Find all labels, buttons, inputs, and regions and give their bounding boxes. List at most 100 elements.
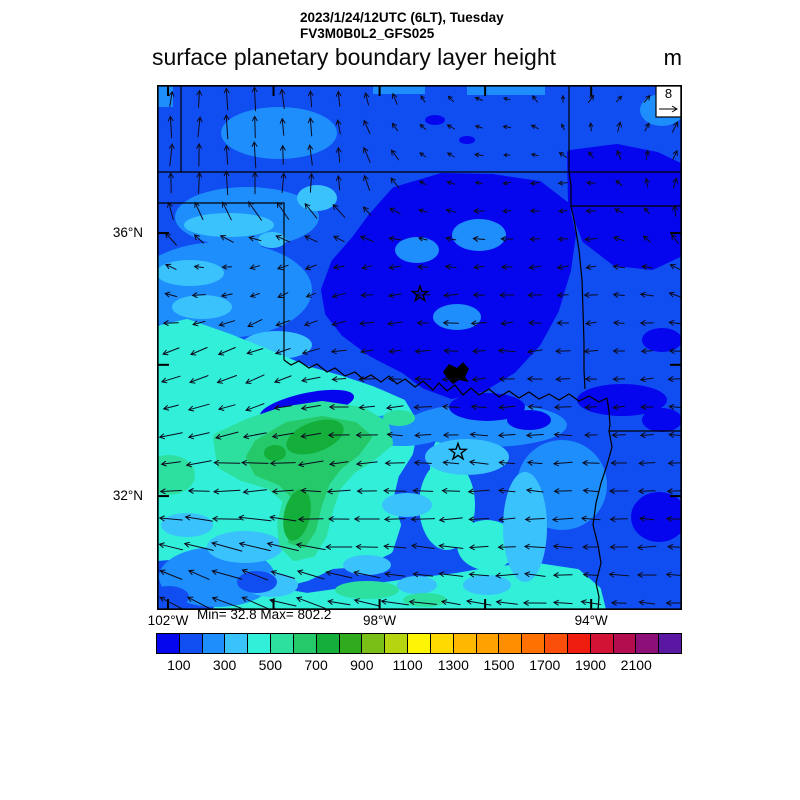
colorbar-segment	[179, 634, 203, 653]
wind-vector-icon	[584, 432, 598, 438]
wind-vector-icon	[335, 90, 342, 107]
map-canvas: 8	[156, 84, 683, 611]
wind-vector-icon	[300, 376, 321, 383]
wind-vector-icon	[304, 264, 317, 271]
wind-vector-icon	[639, 376, 654, 383]
wind-vector-icon	[557, 236, 569, 242]
wind-vector-icon	[380, 598, 409, 606]
reference-arrow-icon	[659, 105, 678, 113]
wind-vector-icon	[187, 569, 210, 580]
wind-vector-icon	[588, 151, 594, 159]
wind-vector-icon	[419, 152, 427, 158]
wind-vector-icon	[495, 599, 518, 606]
wind-vector-icon	[583, 292, 598, 298]
wind-vector-icon	[247, 319, 263, 328]
wind-vector-icon	[327, 516, 350, 522]
wind-vector-icon	[358, 376, 376, 382]
wind-vector-icon	[608, 488, 629, 494]
wind-vector-icon	[167, 115, 174, 139]
wind-vector-icon	[362, 146, 371, 163]
wind-vector-icon	[446, 180, 456, 186]
colorbar-tick-label: 500	[258, 657, 283, 673]
lat-axis-label: 32°N	[112, 488, 143, 504]
wind-vector-icon	[308, 172, 315, 193]
wind-vector-icon	[584, 320, 597, 326]
wind-vector-icon	[671, 233, 679, 244]
wind-vector-icon	[531, 95, 538, 103]
wind-vector-icon	[274, 348, 291, 355]
wind-vector-icon	[221, 264, 232, 270]
wind-vector-icon	[332, 203, 346, 218]
wind-vector-icon	[384, 460, 405, 466]
wind-vector-icon	[494, 572, 519, 579]
wind-vector-icon	[241, 568, 269, 581]
wind-vector-icon	[383, 516, 406, 523]
wind-vector-icon	[164, 263, 177, 270]
chart-title: surface planetary boundary layer height	[152, 44, 557, 70]
wind-vector-icon	[296, 569, 325, 580]
wind-vector-icon	[580, 515, 601, 522]
wind-vector-icon	[524, 516, 545, 523]
wind-vector-icon	[335, 119, 342, 135]
wind-vector-icon	[193, 264, 204, 270]
wind-vector-icon	[498, 459, 516, 466]
wind-vector-icon	[523, 543, 546, 550]
wind-vector-icon	[642, 235, 651, 243]
wind-vector-icon	[644, 122, 650, 132]
wind-vector-icon	[582, 571, 599, 578]
wind-vector-icon	[499, 292, 515, 298]
wind-vector-icon	[414, 376, 432, 382]
wind-vector-icon	[275, 320, 291, 327]
wind-vector-icon	[218, 320, 236, 327]
wind-vector-icon	[561, 94, 565, 103]
wind-vector-icon	[331, 376, 347, 383]
wind-vector-icon	[388, 235, 402, 242]
wind-vector-icon	[639, 320, 654, 326]
wind-vector-icon	[158, 515, 183, 522]
colorbar-segment	[499, 634, 523, 653]
station-star-icon	[410, 283, 430, 303]
wind-vector-icon	[327, 432, 350, 438]
wind-vector-icon	[447, 95, 455, 103]
wind-vector-icon	[384, 571, 406, 578]
wind-vector-icon	[387, 292, 402, 299]
wind-vector-icon	[189, 375, 209, 384]
wind-vector-icon	[167, 201, 174, 220]
wind-vector-icon	[500, 236, 514, 242]
wind-vector-icon	[325, 570, 353, 579]
wind-vector-icon	[304, 235, 318, 243]
wind-vector-icon	[220, 292, 233, 299]
wind-vector-icon	[162, 404, 179, 411]
wind-vector-icon	[441, 376, 460, 383]
wind-vector-icon	[470, 320, 487, 327]
wind-vector-icon	[303, 320, 318, 327]
wind-vector-icon	[211, 569, 243, 580]
wind-vector-icon	[614, 208, 624, 214]
wind-vector-icon	[558, 151, 567, 158]
wind-vector-icon	[217, 347, 236, 356]
wind-vector-icon	[389, 207, 401, 215]
colorbar-segment	[613, 634, 637, 653]
wind-vector-icon	[300, 432, 322, 439]
wind-vector-icon	[410, 516, 435, 523]
wind-vector-icon	[561, 123, 565, 131]
wind-vector-icon	[530, 152, 539, 157]
wind-vector-icon	[553, 488, 572, 494]
wind-vector-icon	[553, 431, 572, 438]
wind-vector-icon	[497, 544, 516, 550]
wind-vector-icon	[497, 516, 516, 523]
wind-vector-icon	[358, 404, 376, 411]
wind-vector-icon	[416, 264, 429, 270]
wind-vector-icon	[276, 264, 289, 271]
colorbar-segment	[293, 634, 317, 653]
wind-vector-icon	[668, 432, 682, 438]
wind-vector-icon	[420, 95, 426, 103]
wind-vector-icon	[636, 572, 657, 578]
wind-vector-icon	[443, 348, 459, 354]
wind-vector-icon	[305, 292, 316, 298]
wind-vector-icon	[159, 596, 183, 610]
wind-vector-icon	[414, 348, 431, 355]
wind-vector-icon	[418, 208, 428, 214]
wind-vector-icon	[640, 404, 654, 410]
colorbar-segment	[225, 634, 249, 653]
